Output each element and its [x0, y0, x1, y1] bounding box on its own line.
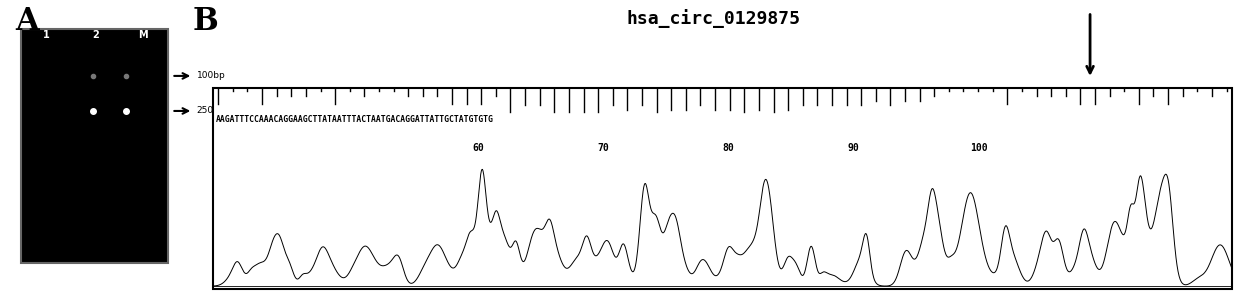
Bar — [21, 29, 169, 263]
Text: AAGATTTCCAAACAGGAAGCTTATAATTTACTAATGACAGGATTATTGCTATGTGTG: AAGATTTCCAAACAGGAAGCTTATAATTTACTAATGACAG… — [216, 115, 494, 124]
Text: 60: 60 — [472, 143, 485, 153]
Text: 80: 80 — [723, 143, 734, 153]
Text: 2: 2 — [93, 30, 99, 40]
Text: 250bp: 250bp — [197, 107, 226, 115]
Text: M: M — [138, 30, 148, 40]
Text: 90: 90 — [848, 143, 859, 153]
Text: 70: 70 — [598, 143, 610, 153]
Text: 100bp: 100bp — [197, 72, 226, 80]
Text: 1: 1 — [42, 30, 50, 40]
Text: 100: 100 — [970, 143, 987, 153]
Text: B: B — [192, 6, 218, 37]
Text: hsa_circ_0129875: hsa_circ_0129875 — [626, 9, 800, 28]
Text: A: A — [16, 6, 40, 37]
Bar — [213, 88, 1231, 289]
